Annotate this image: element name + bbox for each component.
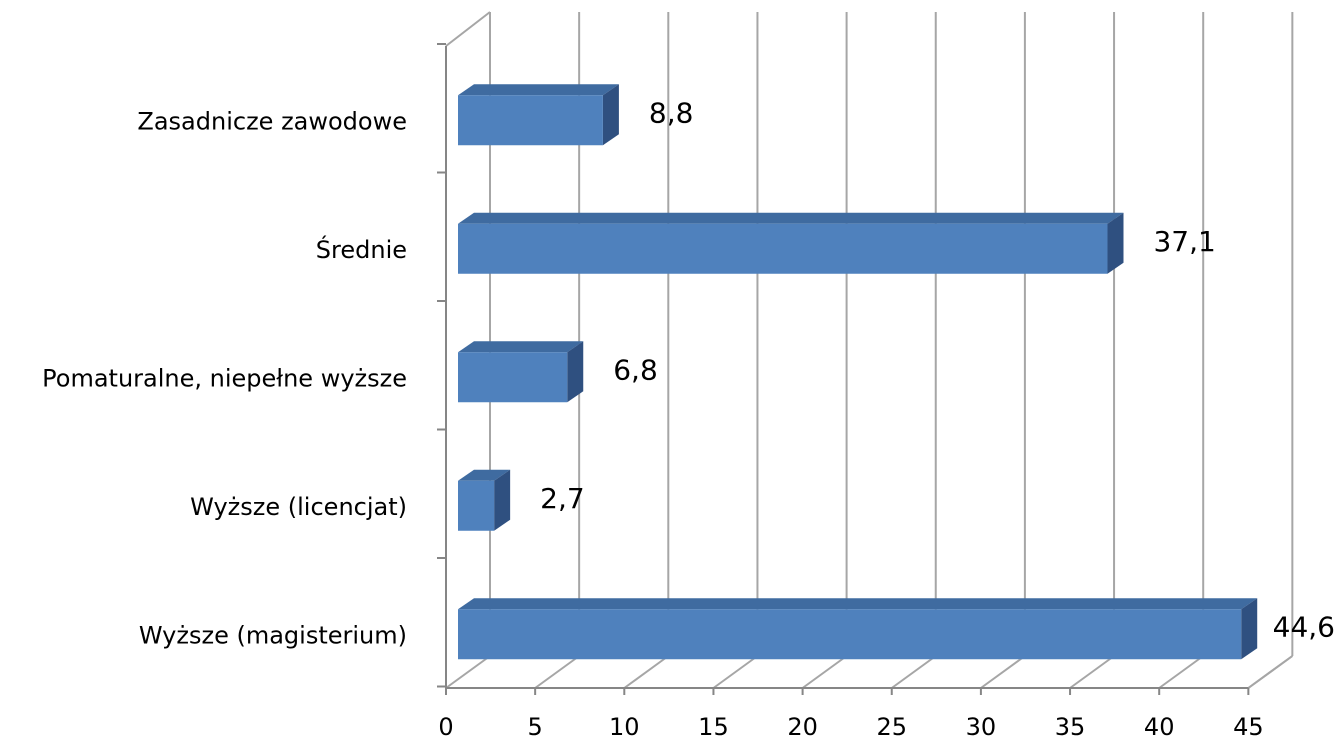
- category-label-3: Pomaturalne, niepełne wyższe: [42, 364, 407, 392]
- x-tick-label-35: 35: [1055, 713, 1086, 741]
- category-label-4: Wyższe (licencjat): [190, 493, 407, 521]
- data-labels: 8,8 37,1 6,8 2,7 44,6: [540, 96, 1335, 643]
- bar-side-face: [602, 84, 619, 146]
- x-tick-label-5: 5: [528, 713, 543, 741]
- bar-front-face: [458, 609, 1242, 660]
- category-label-5: Wyższe (magisterium): [139, 621, 407, 649]
- x-tick-label-25: 25: [876, 713, 907, 741]
- x-tick-label-0: 0: [438, 713, 453, 741]
- gridline-floor-10: [623, 655, 669, 689]
- bar-top-face: [458, 598, 1258, 610]
- bar-front-face: [458, 480, 495, 531]
- data-label-4: 2,7: [540, 482, 585, 515]
- bars: [458, 84, 1258, 660]
- x-tick-label-45: 45: [1233, 713, 1264, 741]
- bar-side-face: [494, 469, 511, 531]
- bar-top-face: [458, 341, 584, 353]
- bar-side-face: [1107, 212, 1124, 274]
- data-label-3: 6,8: [613, 353, 658, 386]
- gridline-floor-5: [534, 655, 580, 689]
- side-wall-top-edge: [445, 11, 491, 47]
- gridline-floor-20: [802, 655, 848, 689]
- x-tick-label-10: 10: [609, 713, 640, 741]
- gridline-floor-40: [1158, 655, 1204, 689]
- bar-top-face: [458, 212, 1124, 224]
- x-tick-label-15: 15: [698, 713, 729, 741]
- bar-top-face: [458, 469, 511, 481]
- gridline-floor-15: [712, 655, 759, 689]
- category-label-1: Zasadnicze zawodowe: [137, 107, 407, 135]
- data-label-2: 37,1: [1153, 225, 1215, 258]
- bar-side-face: [567, 341, 584, 403]
- gridline-floor-30: [980, 655, 1026, 689]
- gridline-floor-45: [1247, 655, 1293, 689]
- bar-front-face: [458, 95, 603, 146]
- gridline-floor-0: [445, 655, 491, 689]
- bar-5: [458, 598, 1258, 660]
- category-labels: Zasadnicze zawodowe Średnie Pomaturalne, n…: [42, 107, 407, 649]
- x-tick-label-20: 20: [787, 713, 818, 741]
- gridline-floor-25: [891, 655, 937, 689]
- x-tick-label-30: 30: [966, 713, 997, 741]
- bar-front-face: [458, 223, 1108, 274]
- bar-4: [458, 469, 511, 531]
- bar-3: [458, 341, 584, 403]
- bar-1: [458, 84, 619, 146]
- x-tick-labels: 0 5 10 15 20 25 30 35 40 45: [438, 713, 1263, 741]
- bar-top-face: [458, 84, 619, 96]
- gridline-floor-35: [1069, 655, 1115, 689]
- data-label-5: 44,6: [1273, 610, 1335, 643]
- bar-front-face: [458, 352, 568, 403]
- data-label-1: 8,8: [649, 96, 694, 129]
- axes: [437, 43, 1250, 695]
- bar-2: [458, 212, 1124, 274]
- bar-side-face: [1241, 598, 1258, 660]
- category-label-2: Średnie: [316, 234, 407, 264]
- x-tick-label-40: 40: [1144, 713, 1175, 741]
